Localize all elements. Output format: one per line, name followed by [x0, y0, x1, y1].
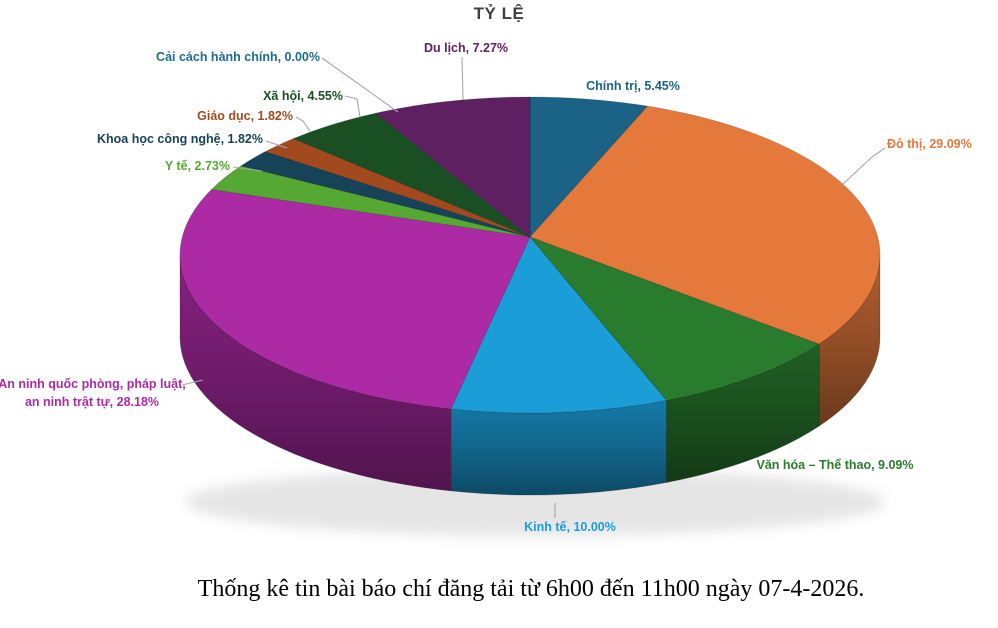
pie-slice-top-8	[292, 112, 531, 238]
pie-slice-top-6	[240, 151, 531, 238]
slice-label-3: Kinh tế, 10.00%	[524, 520, 616, 534]
pie-slice-top-3	[450, 236, 667, 414]
slice-label-2: Văn hóa – Thể thao, 9.09%	[756, 458, 914, 472]
pie-slice-top-2	[529, 236, 820, 401]
slice-label-5: Y tế, 2.73%	[164, 159, 230, 173]
slice-label-0: Chính trị, 5.45%	[586, 79, 680, 93]
slice-label-8: Xã hội, 4.55%	[263, 89, 343, 103]
slice-label-10: Du lịch, 7.27%	[423, 41, 509, 55]
leader-line-8	[344, 95, 361, 118]
leader-line-4	[181, 379, 204, 386]
pie-shadow	[185, 468, 885, 536]
pie-slice-top-1	[529, 105, 881, 345]
leader-line-5	[232, 166, 263, 172]
slice-label-4: An ninh quốc phòng, pháp luật, an ninh tr…	[0, 377, 186, 409]
leader-line-10	[461, 56, 464, 101]
slice-label-9: Cải cách hành chính, 0.00%	[156, 50, 320, 64]
slice-label-7: Giáo dục, 1.82%	[197, 109, 293, 123]
pie-slice-top-5	[211, 165, 531, 238]
pie-slice-side-3	[450, 400, 667, 496]
leader-line-6	[265, 140, 288, 149]
slice-label-6: Khoa học công nghệ, 1.82%	[97, 132, 263, 146]
pie-slice-top-0	[529, 96, 648, 238]
pie-slice-top-10	[375, 96, 531, 238]
slice-label-1: Đô thị, 29.09%	[887, 137, 972, 151]
chart-caption: Thống kê tin bài báo chí đăng tải từ 6h0…	[197, 576, 865, 602]
chart-title: TỶ LỆ	[473, 4, 525, 23]
pie-slice-top-4	[179, 189, 531, 410]
leader-line-9	[321, 57, 399, 113]
leader-line-7	[295, 116, 311, 132]
leader-line-1	[841, 147, 886, 186]
